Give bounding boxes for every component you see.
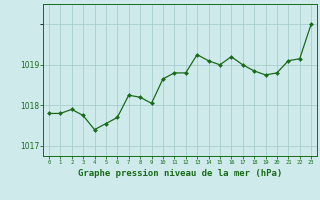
X-axis label: Graphe pression niveau de la mer (hPa): Graphe pression niveau de la mer (hPa): [78, 169, 282, 178]
